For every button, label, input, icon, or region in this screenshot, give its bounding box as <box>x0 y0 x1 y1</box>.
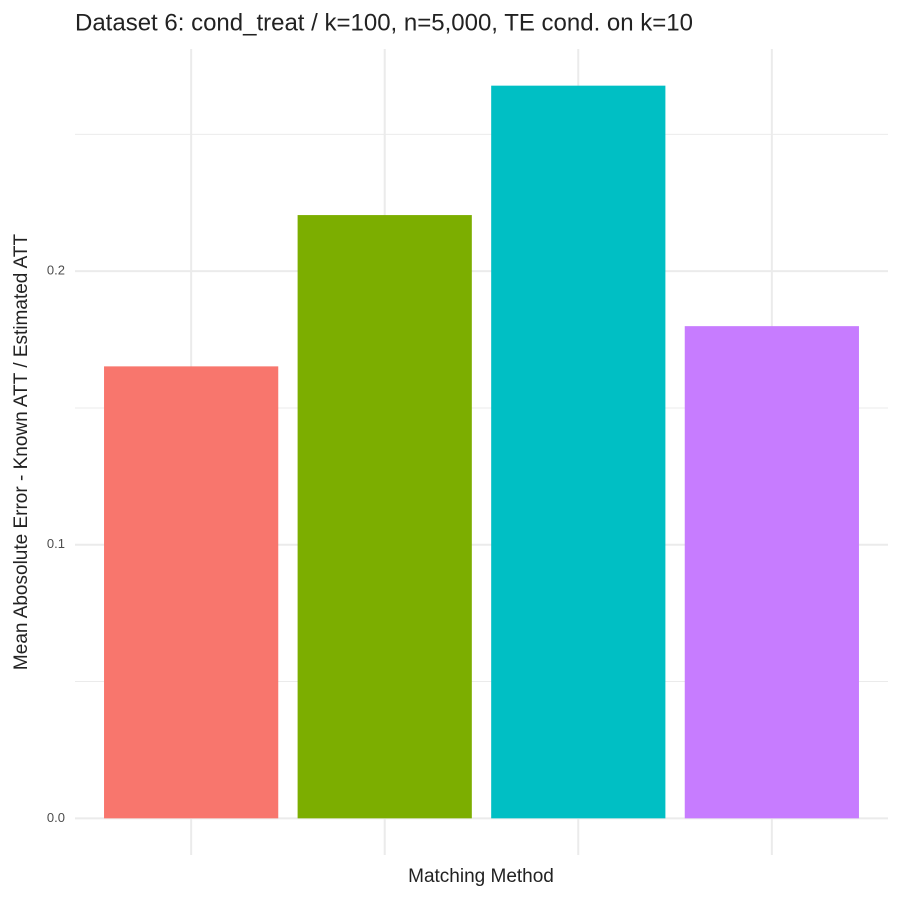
bar <box>491 85 666 819</box>
y-tick-label: 0.2 <box>47 263 65 278</box>
bar <box>297 215 472 819</box>
y-axis-title: Mean Abosolute Error - Known ATT / Estim… <box>11 234 32 671</box>
y-tick-label: 0.1 <box>47 536 65 551</box>
chart-title: Dataset 6: cond_treat / k=100, n=5,000, … <box>75 9 693 36</box>
x-axis-title: Matching Method <box>408 866 554 887</box>
bar <box>684 326 859 819</box>
y-tick-label: 0.0 <box>47 810 65 825</box>
bar <box>104 366 279 819</box>
